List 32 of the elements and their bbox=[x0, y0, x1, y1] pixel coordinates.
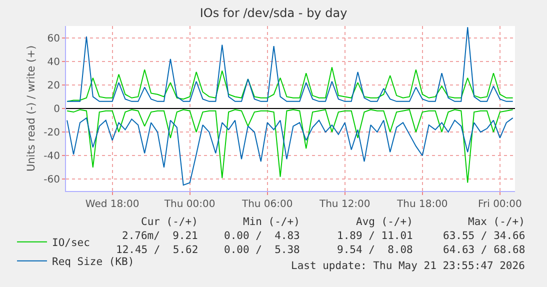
legend-label: IO/sec bbox=[52, 236, 90, 249]
text: Max (-/+) bbox=[468, 216, 525, 228]
y-tick-label: -40 bbox=[44, 151, 60, 162]
y-tick-label: 60 bbox=[47, 33, 60, 44]
line-series bbox=[66, 66, 514, 102]
text: 9.54 / 8.08 bbox=[337, 244, 413, 256]
x-tick-label: Thu 00:00 bbox=[163, 199, 216, 210]
y-tick-label: -60 bbox=[44, 174, 60, 186]
text: Min (-/+) bbox=[243, 216, 300, 228]
text: 64.63 / 68.68 bbox=[443, 244, 526, 256]
text: Last update: Thu May 21 23:55:47 2026 bbox=[291, 260, 525, 272]
text: 1.89 / 11.01 bbox=[337, 230, 413, 242]
text: Cur (-/+) bbox=[141, 216, 198, 228]
legend-label: Req Size (KB) bbox=[52, 256, 134, 268]
x-tick-label: Thu 12:00 bbox=[318, 199, 370, 210]
y-tick-label: -20 bbox=[44, 128, 60, 139]
x-tick-label: Thu 18:00 bbox=[396, 199, 448, 210]
y-tick-label: 20 bbox=[47, 80, 60, 92]
x-tick-label: Wed 18:00 bbox=[85, 199, 140, 210]
text: Avg (-/+) bbox=[356, 216, 413, 228]
text: 0.00 / 4.83 bbox=[224, 230, 300, 242]
y-tick-label: 0 bbox=[54, 104, 60, 115]
line-series bbox=[66, 26, 514, 102]
x-tick-label: Thu 06:00 bbox=[240, 199, 293, 210]
x-tick-label: Fri 00:00 bbox=[478, 199, 522, 210]
text: 0.00 / 5.38 bbox=[224, 244, 300, 256]
y-axis-title: Units read (-) / write (+) bbox=[25, 45, 38, 172]
text: 2.76m/ 9.21 bbox=[122, 230, 198, 242]
text: 63.55 / 34.66 bbox=[443, 230, 526, 242]
text: 12.45 / 5.62 bbox=[116, 244, 198, 256]
chart-title: IOs for /dev/sda - by day bbox=[200, 6, 348, 20]
y-tick-label: 40 bbox=[47, 56, 60, 68]
